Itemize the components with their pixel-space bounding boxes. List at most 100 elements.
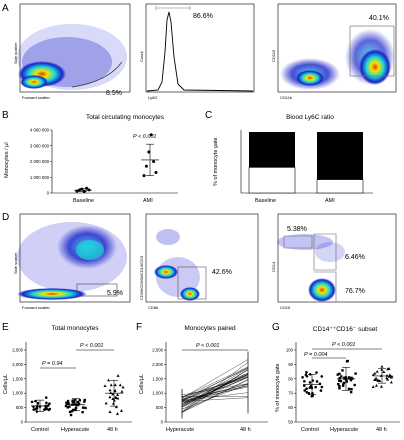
data-point: [69, 413, 73, 417]
y-tick-label: 0: [21, 420, 24, 425]
paired-line: [181, 385, 249, 400]
data-point: [48, 407, 52, 411]
y-tick-label: 60: [288, 405, 293, 410]
a2-gate-pct: 86.6%: [193, 13, 213, 20]
y-tick-label: 0: [161, 420, 164, 425]
data-point: [373, 371, 377, 375]
data-point: [347, 387, 351, 391]
data-point: [113, 389, 117, 392]
g-yticks: 100 90 80 70 60 50: [286, 348, 296, 425]
data-point: [319, 389, 323, 392]
data-point: [30, 400, 34, 404]
data-point: [44, 396, 48, 399]
data-point: [354, 372, 357, 375]
data-point: [114, 396, 118, 399]
b-point: [80, 187, 84, 191]
data-point: [66, 399, 70, 403]
panel-letter-g: G: [272, 322, 280, 333]
e-cat-control: Control: [31, 427, 49, 433]
a3-ylabel: CD115: [271, 49, 276, 62]
data-point: [310, 394, 314, 398]
data-point: [301, 376, 304, 379]
y-tick-label: 1,000: [152, 391, 163, 396]
data-point: [121, 385, 125, 389]
d1-xlabel: Forward scatter: [22, 305, 50, 310]
data-point: [336, 373, 339, 376]
b-pvalue: P < 0.001: [133, 134, 157, 140]
data-point: [320, 375, 324, 378]
y-tick-label: 2,000: [152, 362, 163, 367]
data-point: [373, 378, 377, 381]
paired-line: [181, 362, 249, 413]
b-title: Total circulating monocytes: [85, 114, 165, 121]
y-tick-label: 2,000: [12, 362, 23, 367]
data-point: [108, 410, 112, 413]
data-point: [119, 409, 123, 412]
data-point: [340, 375, 343, 378]
data-point: [103, 384, 107, 388]
paired-line: [181, 373, 249, 404]
chart-c: % of monocyte gate P = 0.005 Baseline AM…: [213, 130, 373, 204]
d3-q1: 5.38%: [287, 226, 307, 233]
b-point: [144, 164, 148, 168]
paired-line: [181, 374, 249, 406]
d1-gate-pct: 5.9%: [107, 290, 123, 297]
data-point: [341, 369, 344, 372]
data-point: [111, 397, 115, 401]
data-point: [45, 401, 48, 405]
paired-line: [181, 369, 249, 413]
y-tick-label: 1,500: [12, 376, 23, 381]
b-point: [149, 133, 153, 137]
data-point: [308, 381, 312, 384]
d2-gate-pct: 42.6%: [212, 269, 232, 276]
data-point: [104, 401, 108, 405]
a1-ylabel: Side scatter: [13, 42, 18, 64]
flow-plot-a3: 40.1% CD115 CD11b: [271, 3, 397, 100]
data-point: [389, 380, 393, 384]
histogram-a2: 86.6% Count Ly6G: [139, 3, 255, 100]
b-point: [147, 150, 151, 154]
c-cat-baseline: Baseline: [255, 198, 276, 204]
data-point: [303, 389, 307, 392]
paired-line: [181, 372, 249, 401]
g-p-top: P < 0.001: [332, 342, 356, 348]
data-point: [109, 391, 113, 395]
d3-ylabel: CD14: [271, 261, 276, 272]
y-tick-label: 3 000 000: [30, 143, 50, 148]
flow-plot-d3: 5.38% 6.46% 76.7% CD14 CD16: [271, 213, 397, 310]
d1-ylabel: Side scatter: [13, 252, 18, 274]
d2-xlabel: CD86: [148, 305, 159, 310]
data-point: [48, 402, 51, 405]
c-pvalue: P = 0.005: [325, 132, 349, 138]
g-ylabel: % of monocyte gate: [275, 363, 281, 412]
c-bar-bottom: [248, 167, 296, 194]
paired-line: [181, 359, 249, 399]
data-point: [349, 390, 353, 394]
data-point: [371, 373, 375, 376]
y-tick-label: 2 000 000: [30, 159, 50, 164]
paired-line: [181, 369, 249, 413]
data-point: [305, 391, 309, 394]
a1-gate-pct: 8.5%: [106, 90, 122, 97]
data-point: [120, 390, 124, 393]
data-point: [345, 380, 348, 383]
y-tick-label: 2,500: [152, 348, 163, 353]
f-cat-hyperacute: Hyperacute: [166, 427, 194, 433]
data-point: [341, 384, 345, 387]
a2-xlabel: Ly6G: [148, 95, 157, 100]
data-point: [379, 374, 383, 377]
panel-letter-a: A: [2, 3, 9, 14]
data-point: [34, 399, 37, 403]
data-point: [32, 408, 36, 411]
data-point: [108, 388, 112, 392]
chart-e: Cells/µL 2,500 2,000 1,500 1,000 500 0 P < 0.…: [3, 342, 132, 433]
data-point: [108, 395, 112, 399]
c-title: Blood Ly6C ratio: [286, 114, 334, 121]
data-point: [376, 379, 380, 382]
flow-plot-a1: Side scatter Forward scatter 8.5%: [13, 3, 131, 100]
data-point: [68, 410, 72, 414]
data-point: [338, 376, 341, 380]
data-point: [353, 383, 356, 387]
chart-g: % of monocyte gate 100 90 80 70 60 50 P < 0.0…: [275, 342, 400, 433]
d3-q2: 6.46%: [345, 254, 365, 261]
